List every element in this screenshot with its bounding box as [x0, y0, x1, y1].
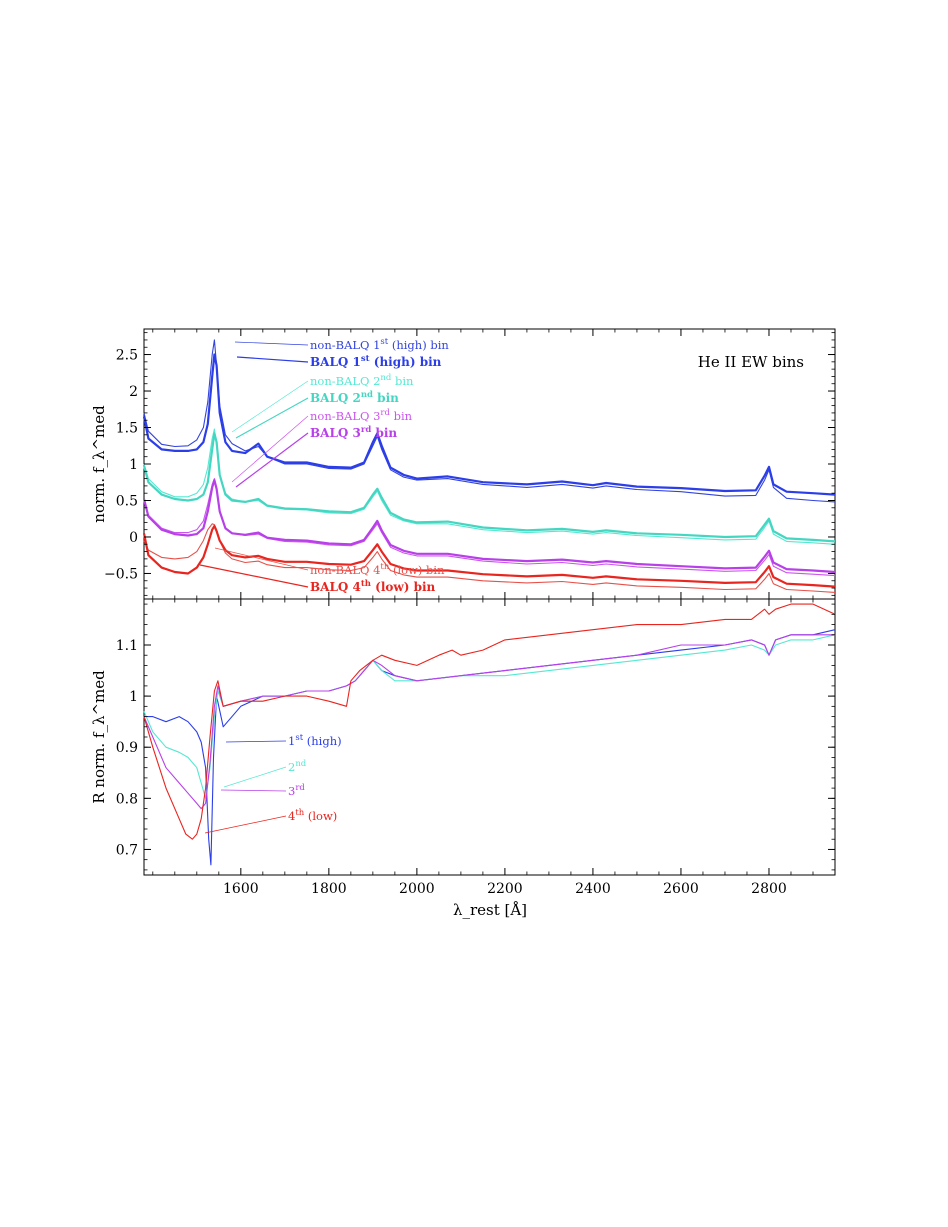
- bottom-y-tick-label: 0.8: [116, 791, 138, 807]
- ratio-label-r4: 4th (low): [288, 808, 337, 823]
- top-y-tick-label: 1: [129, 457, 138, 473]
- leader-line-b1: [236, 356, 309, 363]
- top-y-tick-label: 0: [129, 530, 138, 546]
- top-series-group: [142, 339, 836, 593]
- top-y-tick-label: −0.5: [104, 566, 138, 582]
- top-series-line-8: [142, 524, 836, 588]
- bottom-y-ticks: 0.7 0.8 0.9 1 1.1: [116, 603, 835, 871]
- leader-line-nb3: [231, 415, 309, 483]
- leader-line-r4: [204, 815, 287, 834]
- x-tick-label: 2400: [575, 881, 611, 897]
- series-label-nb4: non-BALQ 4th (low) bin: [310, 562, 445, 577]
- top-series-line-6: [142, 479, 836, 574]
- bottom-y-tick-label: 0.7: [116, 842, 138, 858]
- leader-line-b3: [235, 432, 309, 488]
- leader-line-b2: [235, 397, 309, 439]
- bottom-x-ticks: 1600 1800 2000 2200 2400 2600 2800: [152, 599, 836, 897]
- bottom-panel: 0.7 0.8 0.9 1 1.1 1600 1800 2000 2200 2400 2600 28…: [90, 598, 836, 919]
- x-tick-label: 2200: [487, 881, 523, 897]
- leader-line-nb2: [231, 380, 309, 433]
- ratio-label-r2: 2nd: [288, 759, 307, 774]
- bottom-series-group: [143, 603, 836, 866]
- series-label-nb2: non-BALQ 2nd bin: [310, 373, 414, 388]
- bottom-series-labels: 1st (high) 2nd 3rd 4th (low): [288, 733, 342, 823]
- top-series-line-4: [142, 432, 836, 543]
- x-tick-label: 2000: [399, 881, 435, 897]
- top-series-line-7: [143, 523, 836, 593]
- top-x-ticks: [152, 329, 836, 599]
- top-y-ticks: −0.5 0 0.5 1 1.5 2 2.5: [104, 332, 835, 596]
- top-y-tick-label: 1.5: [116, 421, 138, 437]
- top-y-axis-label: norm. f_λ^med: [90, 405, 108, 523]
- leader-line-r2: [223, 766, 287, 788]
- leader-line-r1: [225, 740, 287, 743]
- top-y-tick-label: 0.5: [116, 493, 138, 509]
- series-label-nb3: non-BALQ 3rd bin: [310, 408, 413, 423]
- bottom-label-leaders: [204, 740, 287, 834]
- bottom-y-tick-label: 0.9: [116, 740, 138, 756]
- series-label-b3: BALQ 3rd bin: [310, 425, 397, 440]
- bottom-series-line-3: [143, 634, 835, 810]
- top-panel: −0.5 0 0.5 1 1.5 2 2.5 non-BALQ 1st (high) bin…: [90, 328, 836, 600]
- top-series-labels: non-BALQ 1st (high) bin BALQ 1st (high) b…: [310, 337, 449, 594]
- x-tick-label: 2600: [663, 881, 699, 897]
- ratio-label-r3: 3rd: [288, 783, 305, 798]
- x-tick-label: 1800: [311, 881, 347, 897]
- leader-line-r3: [220, 789, 287, 792]
- leader-line-nb4: [214, 547, 309, 571]
- series-label-b1: BALQ 1st (high) bin: [310, 354, 442, 369]
- bottom-y-tick-label: 1.1: [116, 638, 138, 654]
- bottom-axes-frame: [143, 598, 836, 876]
- series-label-nb1: non-BALQ 1st (high) bin: [310, 337, 449, 352]
- x-tick-label: 2800: [751, 881, 787, 897]
- bottom-series-line-1: [144, 629, 836, 866]
- ratio-label-r1: 1st (high): [288, 733, 342, 748]
- top-label-leaders: [199, 341, 309, 588]
- panel-annotation: He II EW bins: [698, 353, 804, 371]
- top-y-tick-label: 2.5: [116, 348, 138, 364]
- bottom-series-line-2: [143, 634, 836, 799]
- x-axis-label: λ_rest [Å]: [453, 901, 527, 919]
- series-label-b2: BALQ 2nd bin: [310, 390, 399, 405]
- leader-line-b4: [199, 564, 309, 588]
- bottom-y-axis-label: R norm. f_λ^med: [90, 670, 108, 804]
- series-label-b4: BALQ 4th (low) bin: [310, 579, 436, 594]
- top-y-tick-label: 2: [129, 384, 138, 400]
- top-series-line-2: [142, 353, 836, 496]
- bottom-y-tick-label: 1: [129, 689, 138, 705]
- bottom-series-line-4: [143, 603, 836, 840]
- x-tick-label: 1600: [223, 881, 259, 897]
- leader-line-nb1: [234, 341, 309, 346]
